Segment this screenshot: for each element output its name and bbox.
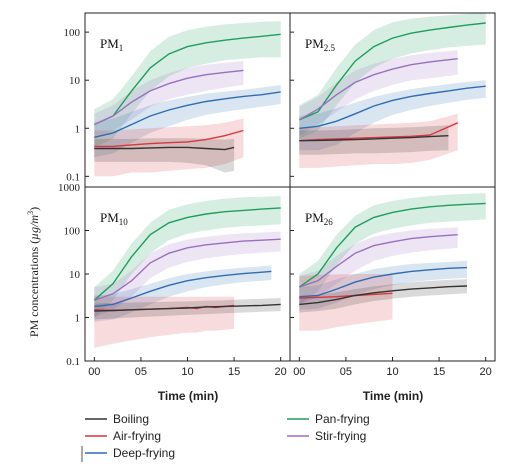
band-stir-frying — [94, 61, 244, 139]
legend-label: Pan-frying — [315, 412, 370, 426]
x-tick-label: 00 — [88, 366, 100, 378]
y-tick-label: 0.1 — [66, 171, 80, 183]
y-tick-label: 100 — [64, 226, 81, 238]
legend: Boiling Pan-frying Air-frying Stir-frying De… — [81, 412, 370, 462]
panel-title: PM26 — [305, 210, 333, 227]
band-pan-frying — [94, 21, 281, 148]
x-tick-label: 05 — [340, 366, 352, 378]
line-air-frying — [299, 292, 393, 299]
line-boiling — [94, 146, 235, 151]
band-boiling — [299, 125, 449, 155]
x-tick-label: 15 — [228, 366, 240, 378]
line-stir-frying — [94, 69, 244, 126]
line-pan-frying — [298, 202, 486, 288]
band-stir-frying — [299, 227, 458, 305]
legend-item-deep-frying: Deep-frying — [85, 446, 175, 460]
plot-area — [298, 13, 486, 168]
line-air-frying — [299, 122, 458, 142]
band-air-frying — [299, 274, 393, 331]
x-tick-label: 20 — [480, 366, 492, 378]
band-deep-frying — [94, 84, 281, 158]
plot-area — [298, 193, 486, 331]
line-boiling — [299, 135, 449, 142]
legend-item-boiling: Boiling — [85, 412, 149, 426]
line-stir-frying — [94, 238, 281, 301]
legend-item-pan-frying: Pan-frying — [287, 412, 370, 426]
x-tick-label: 10 — [386, 366, 398, 378]
line-pan-frying — [299, 22, 486, 121]
band-deep-frying — [94, 265, 272, 322]
legend-label: Deep-frying — [113, 446, 175, 460]
y-tick-label: 1 — [75, 313, 81, 325]
line-pan-frying — [94, 33, 281, 126]
plot-area — [94, 21, 281, 177]
x-axis-label-left: Time (min) — [158, 389, 218, 403]
panel-title: PM10 — [100, 210, 128, 227]
panel-title: PM2.5 — [305, 36, 336, 53]
x-tick-label: 10 — [181, 366, 193, 378]
panel-pm1: 0.1 1 10 100 PM1 — [64, 12, 291, 188]
line-deep-frying — [94, 91, 281, 138]
y-tick-label: 1 — [75, 123, 81, 135]
band-stir-frying — [299, 50, 458, 136]
legend-item-stir-frying: Stir-frying — [287, 429, 366, 443]
y-axis-label: PM concentrations (µg/m3) — [26, 207, 41, 337]
legend-label: Air-frying — [113, 429, 161, 443]
y-tick-label: 100 — [64, 27, 81, 39]
band-stir-frying — [94, 231, 281, 318]
line-boiling — [299, 285, 468, 306]
band-pan-frying — [299, 13, 486, 139]
panel-pm2-5: PM2.5 — [289, 12, 496, 188]
x-tick-label: 20 — [275, 366, 287, 378]
line-stir-frying — [299, 234, 458, 288]
band-pan-frying — [299, 193, 486, 305]
line-deep-frying — [94, 270, 272, 308]
panel-pm26: PM26 00 05 10 15 20 — [289, 186, 496, 378]
band-deep-frying — [299, 80, 486, 151]
y-tick-label: 10 — [69, 269, 81, 281]
line-deep-frying — [299, 266, 468, 298]
band-deep-frying — [299, 260, 467, 310]
line-deep-frying — [299, 85, 486, 129]
band-pan-frying — [94, 196, 281, 318]
line-stir-frying — [298, 58, 458, 121]
plot-area — [93, 196, 281, 348]
line-pan-frying — [93, 207, 281, 301]
legend-label: Stir-frying — [315, 429, 366, 443]
legend-item-air-frying: Air-frying — [85, 429, 161, 443]
x-tick-label: 05 — [135, 366, 147, 378]
x-tick-label: 15 — [433, 366, 445, 378]
panel-pm10: 0.1 1 10 100 1000 PM10 00 05 10 15 20 — [58, 182, 291, 378]
y-tick-label: 10 — [69, 75, 81, 87]
y-tick-label: 1000 — [58, 182, 81, 194]
y-tick-label: 0.1 — [66, 356, 80, 368]
band-boiling — [94, 298, 281, 320]
x-axis-label-right: Time (min) — [363, 389, 423, 403]
legend-label: Boiling — [113, 412, 149, 426]
x-tick-label: 00 — [293, 366, 305, 378]
line-boiling — [94, 303, 281, 312]
band-boiling — [94, 138, 235, 173]
panel-title: PM1 — [100, 36, 123, 53]
band-air-frying — [299, 113, 458, 168]
line-air-frying — [94, 129, 244, 148]
